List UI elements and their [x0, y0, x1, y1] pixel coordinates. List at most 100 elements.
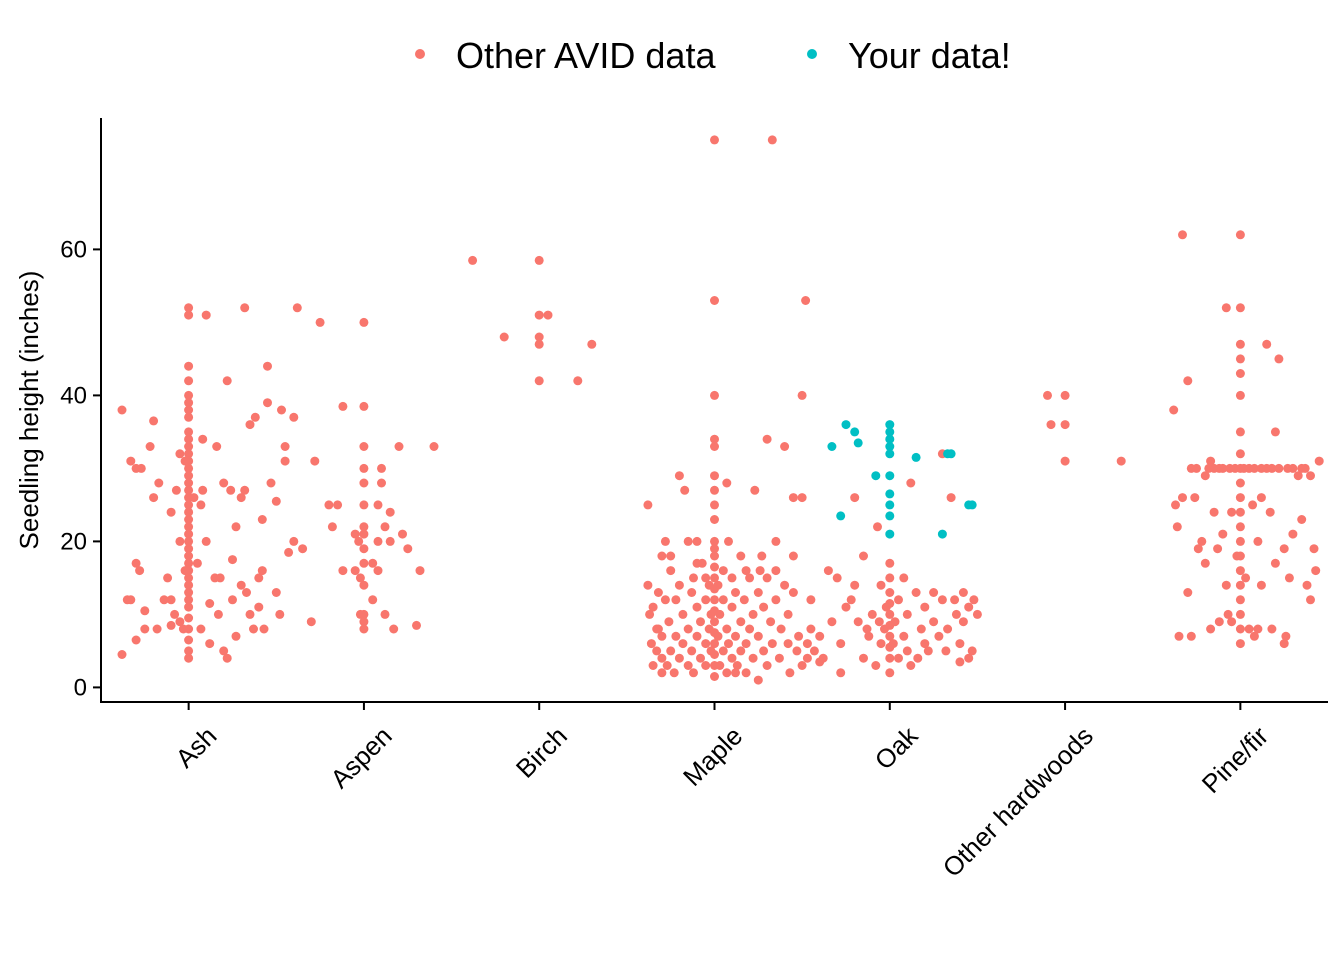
point-other-avid-data-216	[701, 595, 711, 605]
point-other-avid-data-137	[359, 544, 369, 554]
point-other-avid-data-13	[117, 650, 127, 659]
point-other-avid-data-117	[198, 485, 208, 495]
point-other-avid-data-427	[1235, 580, 1245, 590]
point-other-avid-data-468	[1293, 471, 1303, 481]
point-other-avid-data-278	[759, 602, 769, 612]
point-other-avid-data-87	[236, 580, 246, 590]
point-other-avid-data-52	[184, 471, 194, 481]
point-other-avid-data-156	[394, 442, 404, 451]
x-tick-label-other-hardwoods: Other hardwoods	[937, 721, 1099, 883]
point-other-avid-data-290	[780, 442, 790, 451]
point-other-avid-data-429	[1235, 551, 1245, 561]
point-other-avid-data-295	[788, 493, 798, 503]
point-your-data-21	[967, 500, 977, 510]
point-other-avid-data-376	[964, 602, 974, 612]
point-other-avid-data-325	[841, 602, 851, 612]
point-other-avid-data-404	[1197, 536, 1207, 546]
point-other-avid-data-316	[701, 573, 711, 583]
point-other-avid-data-51	[184, 478, 194, 488]
point-other-avid-data-358	[911, 588, 921, 597]
point-other-avid-data-163	[377, 478, 386, 488]
point-other-avid-data-108	[280, 442, 290, 451]
point-other-avid-data-442	[1235, 303, 1245, 313]
point-other-avid-data-414	[1218, 529, 1228, 539]
point-other-avid-data-245	[713, 631, 723, 641]
point-your-data-7	[885, 511, 895, 521]
point-other-avid-data-374	[958, 617, 968, 627]
point-other-avid-data-194	[671, 631, 681, 641]
point-other-avid-data-7	[131, 558, 141, 568]
point-other-avid-data-348	[885, 558, 895, 568]
point-other-avid-data-472	[1306, 595, 1315, 605]
point-your-data-15	[885, 420, 895, 430]
point-other-avid-data-326	[850, 493, 860, 503]
point-other-avid-data-320	[823, 566, 833, 576]
point-other-avid-data-155	[389, 624, 399, 634]
point-your-data-3	[850, 427, 860, 437]
point-other-avid-data-125	[338, 401, 348, 411]
point-other-avid-data-144	[359, 401, 369, 411]
point-other-avid-data-272	[750, 485, 760, 495]
point-other-avid-data-93	[245, 420, 255, 430]
point-other-avid-data-430	[1235, 536, 1245, 546]
point-other-avid-data-205	[687, 646, 697, 656]
point-other-avid-data-244	[710, 135, 719, 145]
legend-label-other-avid: Other AVID data	[456, 35, 716, 76]
point-other-avid-data-345	[885, 599, 895, 608]
point-other-avid-data-167	[534, 310, 544, 320]
point-other-avid-data-483	[1223, 609, 1233, 619]
point-other-avid-data-305	[806, 595, 816, 605]
point-other-avid-data-101	[263, 398, 272, 408]
point-other-avid-data-280	[762, 661, 772, 670]
point-other-avid-data-393	[1169, 405, 1179, 415]
point-other-avid-data-480	[1206, 456, 1216, 466]
point-other-avid-data-188	[660, 595, 670, 605]
point-other-avid-data-208	[689, 573, 698, 583]
point-other-avid-data-381	[899, 573, 909, 583]
point-other-avid-data-43	[184, 536, 194, 546]
point-other-avid-data-102	[263, 361, 272, 371]
point-other-avid-data-447	[1244, 624, 1254, 634]
point-other-avid-data-161	[429, 442, 439, 451]
point-other-avid-data-34	[184, 602, 194, 612]
point-other-avid-data-370	[950, 595, 960, 605]
point-other-avid-data-335	[876, 639, 886, 649]
point-other-avid-data-79	[219, 646, 229, 656]
point-other-avid-data-329	[859, 551, 868, 561]
point-other-avid-data-176	[645, 609, 655, 619]
point-your-data-14	[885, 427, 895, 437]
point-other-avid-data-243	[710, 296, 719, 305]
point-other-avid-data-251	[718, 566, 728, 576]
point-other-avid-data-240	[710, 442, 719, 451]
point-other-avid-data-476	[1314, 456, 1324, 466]
point-your-data-12	[885, 442, 895, 451]
point-other-avid-data-263	[736, 551, 746, 561]
point-other-avid-data-367	[937, 595, 947, 605]
point-other-avid-data-324	[836, 639, 846, 649]
point-other-avid-data-288	[776, 624, 786, 634]
point-other-avid-data-170	[534, 376, 544, 386]
point-other-avid-data-65	[184, 310, 194, 320]
point-other-avid-data-57	[184, 434, 194, 444]
point-other-avid-data-25	[175, 617, 185, 627]
point-other-avid-data-270	[748, 609, 758, 619]
point-your-data-9	[885, 489, 895, 499]
point-other-avid-data-255	[724, 536, 733, 546]
point-your-data-16	[911, 452, 921, 462]
point-other-avid-data-363	[929, 588, 939, 597]
point-other-avid-data-98	[257, 566, 267, 576]
point-other-avid-data-276	[757, 551, 767, 561]
point-other-avid-data-301	[801, 296, 811, 305]
point-other-avid-data-242	[710, 390, 719, 400]
x-tick-label-ash: Ash	[170, 721, 223, 774]
point-other-avid-data-360	[920, 639, 930, 649]
point-other-avid-data-171	[543, 310, 553, 320]
point-other-avid-data-287	[774, 653, 784, 663]
point-other-avid-data-72	[201, 310, 211, 320]
point-other-avid-data-110	[284, 547, 294, 557]
point-other-avid-data-478	[1249, 631, 1259, 641]
point-other-avid-data-269	[745, 624, 755, 634]
point-other-avid-data-330	[859, 653, 868, 663]
point-other-avid-data-475	[1311, 566, 1321, 576]
